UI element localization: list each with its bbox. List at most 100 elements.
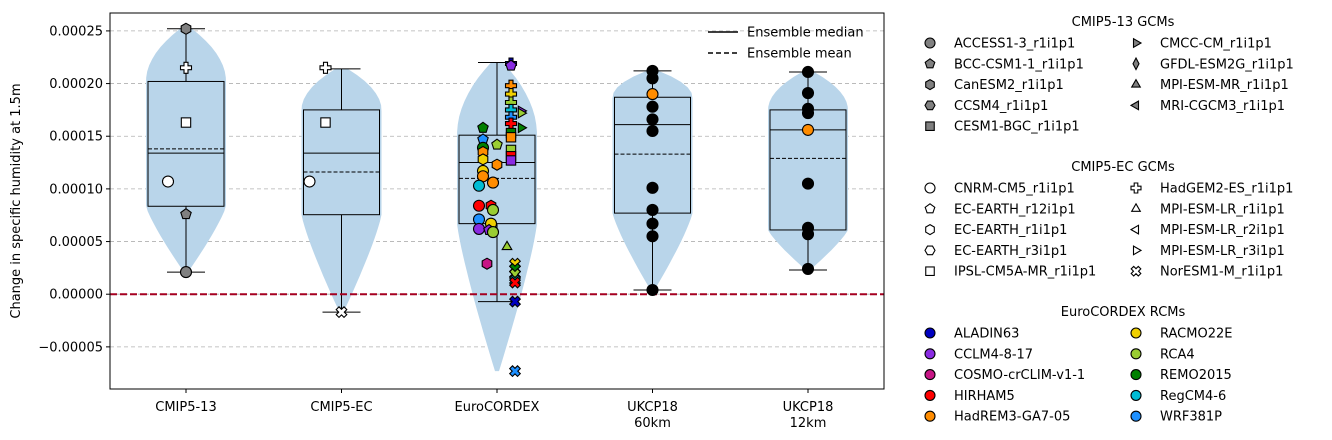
- legend-label: COSMO-crCLIM-v1-1: [954, 368, 1085, 383]
- legend-label: CCSM4_r1i1p1: [954, 99, 1048, 114]
- y-axis-label: Change in specific humidity at 1.5m: [9, 83, 24, 318]
- data-point: [646, 72, 659, 85]
- data-point: [486, 176, 500, 189]
- data-point: [508, 295, 522, 308]
- legend-marker: [924, 58, 936, 69]
- legend-marker: [1130, 182, 1142, 194]
- legend-marker: [924, 410, 936, 422]
- legend-marker: [924, 182, 936, 194]
- data-point: [646, 203, 659, 217]
- data-point: [801, 177, 815, 190]
- data-point: [646, 88, 659, 101]
- legend-marker: [925, 78, 935, 91]
- legend-label: CESM1-BGC_r1i1p1: [954, 120, 1080, 135]
- legend-marker: [1130, 327, 1142, 339]
- legend-label: ALADIN63: [954, 327, 1019, 342]
- legend-label: HadGEM2-ES_r1i1p1: [1160, 182, 1293, 197]
- y-tick-label: 0.00015: [49, 130, 103, 145]
- legend-marker: [1132, 245, 1143, 256]
- violin: [768, 72, 848, 270]
- legend-label: CNRM-CM5_r1i1p1: [954, 182, 1075, 197]
- data-point: [801, 107, 815, 120]
- legend-marker: [1129, 224, 1140, 235]
- legend-label: EC-EARTH_r1i1p1: [954, 223, 1067, 238]
- data-point: [801, 123, 815, 136]
- legend-label: GFDL-ESM2G_r1i1p1: [1160, 57, 1294, 72]
- legend-marker: [1132, 56, 1140, 71]
- data-point: [303, 175, 316, 188]
- data-point: [477, 153, 489, 166]
- legend-label: HIRHAM5: [954, 389, 1015, 404]
- y-tick-label: 0.00000: [49, 288, 103, 303]
- box: [303, 109, 380, 216]
- data-point: [801, 65, 815, 79]
- data-point: [801, 86, 815, 100]
- legend-label: CMCC-CM_r1i1p1: [1160, 37, 1272, 52]
- legend-marker: [1130, 78, 1142, 88]
- data-point: [505, 155, 517, 166]
- violin: [612, 70, 693, 291]
- legend-marker: [1130, 369, 1142, 381]
- data-point: [179, 266, 193, 279]
- legend-section-title: CMIP5-EC GCMs: [1071, 160, 1175, 175]
- x-tick-label: CMIP5-EC: [310, 400, 372, 415]
- data-point: [646, 230, 659, 243]
- legend-label: MPI-ESM-LR_r1i1p1: [1160, 202, 1285, 217]
- legend-label: MPI-ESM-MR_r1i1p1: [1160, 78, 1289, 93]
- data-point: [646, 100, 659, 113]
- legend-label: RACMO22E: [1160, 327, 1232, 342]
- x-tick-label: 12km: [790, 416, 827, 431]
- data-point: [517, 107, 528, 119]
- violin: [301, 68, 382, 313]
- axes: −0.00005 0.00000 0.00005 0.00010 0.00015 0.00…: [38, 24, 833, 431]
- data-point: [180, 208, 192, 220]
- data-point: [180, 22, 192, 35]
- legend-label: ACCESS1-3_r1i1p1: [954, 37, 1075, 52]
- data-point: [320, 117, 331, 128]
- y-tick-label: −0.00005: [38, 340, 103, 355]
- data-point: [646, 217, 659, 230]
- data-point: [472, 222, 486, 235]
- y-tick-label: 0.00010: [49, 182, 103, 197]
- legend-label: CCLM4-8-17: [954, 347, 1033, 362]
- data-point: [486, 226, 500, 239]
- legend-marker: [924, 327, 936, 339]
- data-point: [472, 199, 486, 212]
- data-point: [501, 240, 513, 251]
- marker-legend: CMIP5-13 GCMs ACCESS1-3_r1i1p1 BCC-CSM1-1_…: [924, 15, 1294, 425]
- legend-marker: [924, 245, 936, 256]
- legend-marker: [925, 266, 935, 277]
- legend-label: RCA4: [1160, 347, 1195, 362]
- legend-label: RegCM4-6: [1160, 389, 1226, 404]
- legend-label: MPI-ESM-LR_r2i1p1: [1160, 223, 1285, 238]
- data-point: [801, 228, 815, 241]
- data-point: [508, 365, 522, 378]
- x-tick-label: EuroCORDEX: [455, 400, 540, 415]
- legend-label: MRI-CGCM3_r1i1p1: [1160, 99, 1285, 114]
- data-points: [161, 22, 815, 378]
- data-point: [161, 175, 175, 188]
- legend-marker: [924, 389, 936, 401]
- legend-label: HadREM3-GA7-05: [954, 410, 1070, 425]
- legend-marker: [925, 223, 935, 236]
- line-legend: Ensemble median Ensemble mean: [708, 26, 864, 62]
- data-point: [801, 262, 815, 275]
- y-tick-label: 0.00025: [49, 24, 103, 39]
- legend-marker: [924, 369, 936, 381]
- legend-label: EC-EARTH_r3i1p1: [954, 244, 1067, 259]
- legend-label: BCC-CSM1-1_r1i1p1: [954, 57, 1084, 72]
- legend-section-title: CMIP5-13 GCMs: [1072, 15, 1175, 30]
- data-point: [481, 257, 493, 270]
- legend-marker: [1129, 100, 1140, 111]
- legend-marker: [924, 100, 936, 111]
- x-tick-label: 60km: [634, 416, 671, 431]
- x-tick-label: CMIP5-13: [155, 400, 216, 415]
- data-point: [646, 113, 659, 126]
- legend-label: CanESM2_r1i1p1: [954, 78, 1064, 93]
- data-point: [486, 203, 500, 217]
- data-point: [646, 181, 659, 194]
- data-point: [180, 117, 192, 128]
- legend-label: WRF381P: [1160, 410, 1222, 425]
- data-point: [491, 158, 503, 171]
